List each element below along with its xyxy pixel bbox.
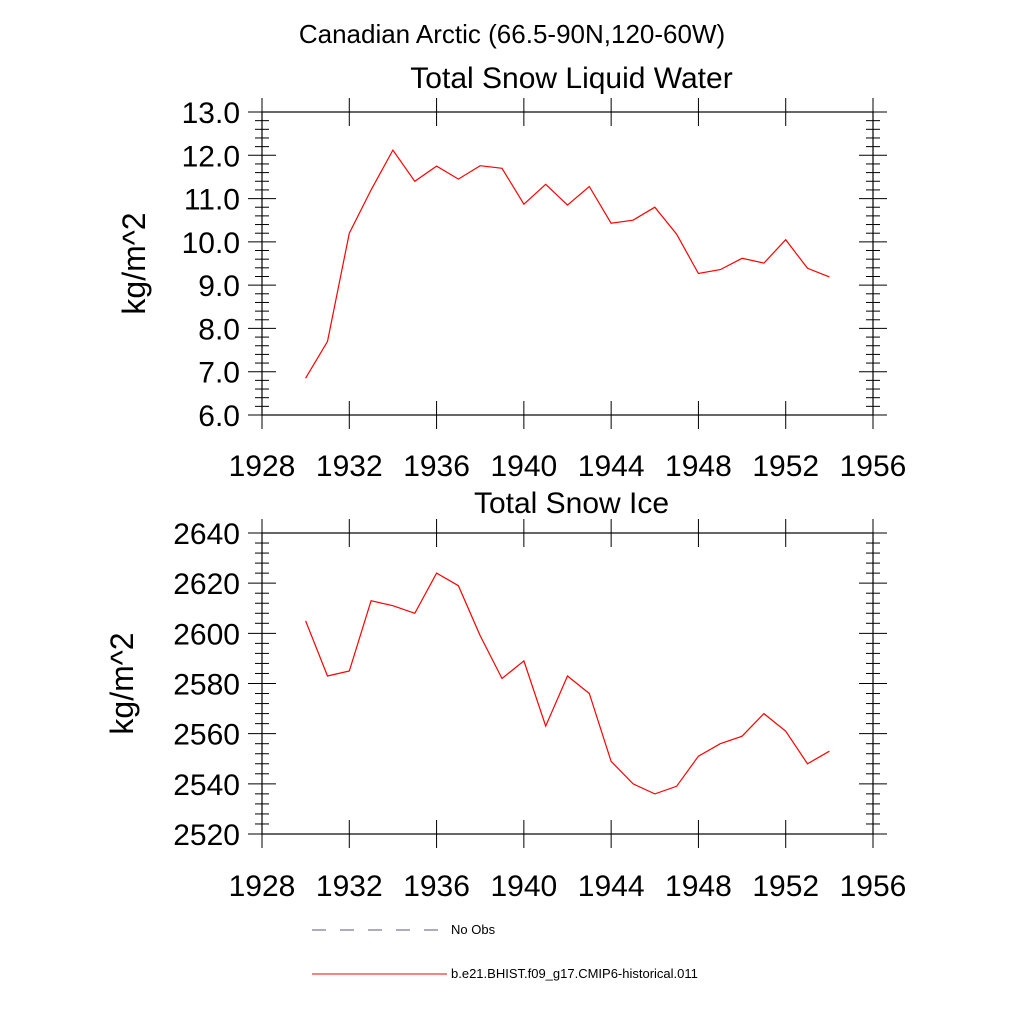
plot-title: Total Snow Ice [474, 487, 669, 520]
y-tick-label: 2560 [173, 719, 240, 752]
x-tick-label: 1948 [665, 870, 732, 903]
y-tick-label: 2520 [173, 819, 240, 852]
x-tick-label: 1932 [316, 870, 383, 903]
y-tick-label: 8.0 [198, 313, 240, 346]
x-tick-label: 1952 [752, 450, 819, 483]
x-tick-label: 1936 [403, 870, 470, 903]
y-tick-label: 2620 [173, 568, 240, 601]
plot-title: Total Snow Liquid Water [410, 62, 732, 95]
y-tick-label: 13.0 [182, 97, 240, 130]
series-line [305, 148, 830, 379]
panel-snow-liquid-water: Total Snow Liquid Water 1928 1932 1936 1940 1… [116, 62, 906, 483]
legend: No Obs b.e21.BHIST.f09_g17.CMIP6-histori… [312, 922, 698, 981]
x-tick-label: 1936 [403, 450, 470, 483]
x-tick-label: 1948 [665, 450, 732, 483]
series-line [305, 572, 830, 795]
x-tick-label: 1956 [840, 870, 907, 903]
x-tick-label: 1928 [229, 870, 296, 903]
y-tick-label: 11.0 [184, 184, 240, 217]
y-tick-label: 6.0 [198, 400, 240, 433]
panel-snow-ice: Total Snow Ice 1928 1932 1936 1940 1944 1948 19… [104, 487, 906, 903]
y-tick-label: 2640 [173, 518, 240, 551]
x-tick-label: 1928 [229, 450, 296, 483]
figure-suptitle: Canadian Arctic (66.5-90N,120-60W) [299, 19, 725, 49]
y-tick-label: 10.0 [182, 227, 240, 260]
y-tick-label: 2540 [173, 769, 240, 802]
legend-label-model: b.e21.BHIST.f09_g17.CMIP6-historical.011 [451, 966, 698, 981]
x-tick-label: 1952 [752, 870, 819, 903]
y-axis-label: kg/m^2 [104, 632, 140, 734]
y-tick-label: 2580 [173, 669, 240, 702]
y-tick-label: 12.0 [182, 140, 240, 173]
y-tick-label: 9.0 [198, 270, 240, 303]
y-axis-label: kg/m^2 [116, 212, 152, 314]
legend-label-no-obs: No Obs [451, 922, 496, 937]
x-tick-label: 1940 [490, 870, 557, 903]
x-tick-label: 1932 [316, 450, 383, 483]
plot-frame [261, 111, 874, 416]
x-tick-label: 1940 [490, 450, 557, 483]
x-tick-label: 1956 [840, 450, 907, 483]
x-tick-label: 1944 [578, 450, 645, 483]
y-tick-label: 7.0 [198, 357, 240, 390]
plot-frame [261, 532, 874, 835]
x-tick-label: 1944 [578, 870, 645, 903]
y-tick-label: 2600 [173, 618, 240, 651]
